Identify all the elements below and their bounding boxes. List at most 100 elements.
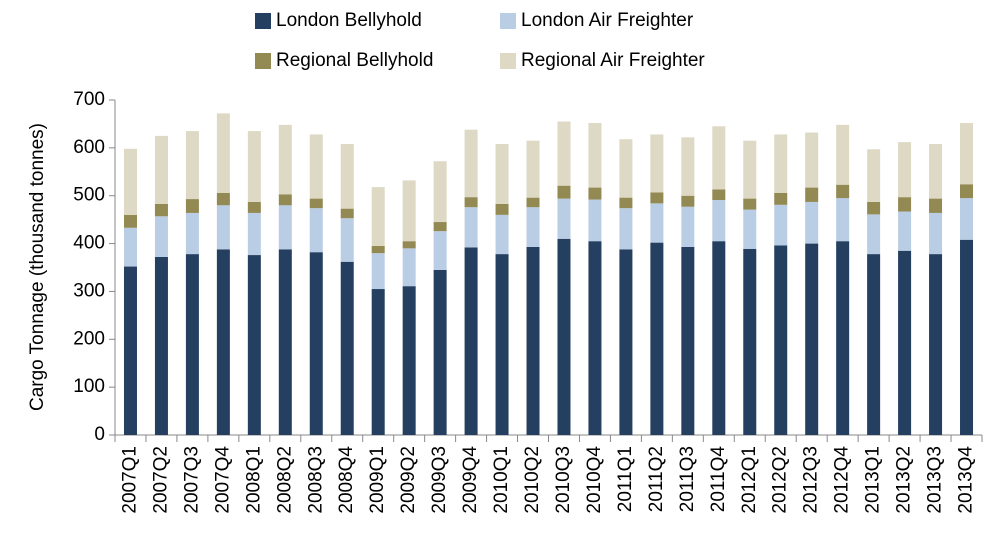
x-tick-label: 2012Q4 xyxy=(832,446,853,514)
x-tick-label: 2011Q1 xyxy=(615,446,636,512)
bar-segment xyxy=(619,197,633,209)
legend-swatch xyxy=(500,13,516,29)
legend-label: London Bellyhold xyxy=(276,10,422,31)
bar-segment xyxy=(588,241,602,435)
bar-segment xyxy=(557,198,571,239)
y-axis-label: Cargo Tonnage (thousand tonnes) xyxy=(27,123,48,411)
bar-segment xyxy=(340,218,354,262)
bar-segment xyxy=(278,124,292,195)
bar-segment xyxy=(588,122,602,188)
bar-segment xyxy=(216,205,230,250)
bar-segment xyxy=(464,129,478,198)
bar-segment xyxy=(619,208,633,250)
bar-segment xyxy=(371,245,385,254)
x-tick-label: 2013Q1 xyxy=(863,446,884,514)
bar-segment xyxy=(123,148,137,215)
x-tick-label: 2008Q2 xyxy=(274,446,295,514)
bar-segment xyxy=(123,227,137,267)
y-tick-label: 200 xyxy=(73,328,105,349)
y-tick-label: 0 xyxy=(94,424,105,445)
bar-segment xyxy=(340,261,354,435)
bar-segment xyxy=(898,211,912,251)
x-tick-label: 2008Q4 xyxy=(336,446,357,514)
bar-segment xyxy=(495,203,509,215)
bar-segment xyxy=(929,144,943,199)
x-tick-label: 2011Q3 xyxy=(677,446,698,512)
bar-segment xyxy=(867,201,881,215)
bar-segment xyxy=(898,250,912,435)
x-tick-label: 2009Q1 xyxy=(367,446,388,514)
bar-segment xyxy=(278,249,292,435)
bar-segment xyxy=(433,269,447,435)
bar-segment xyxy=(185,254,199,435)
x-tick-label: 2008Q3 xyxy=(305,446,326,514)
x-tick-label: 2013Q3 xyxy=(925,446,946,514)
legend-label: Regional Air Freighter xyxy=(521,50,705,71)
bar-segment xyxy=(309,208,323,253)
x-tick-label: 2007Q1 xyxy=(119,446,140,514)
bar-segment xyxy=(526,246,540,435)
bar-segment xyxy=(557,121,571,186)
bar-segment xyxy=(960,239,974,435)
bar-segment xyxy=(619,249,633,435)
bar-segment xyxy=(309,198,323,209)
x-tick-label: 2007Q2 xyxy=(150,446,171,514)
bar-segment xyxy=(774,204,788,246)
bar-segment xyxy=(216,113,230,193)
legend-label: London Air Freighter xyxy=(521,10,694,31)
bar-segment xyxy=(216,192,230,206)
x-tick-label: 2010Q1 xyxy=(491,446,512,514)
bar-segment xyxy=(712,189,726,201)
bar-segment xyxy=(774,134,788,193)
bar-segment xyxy=(805,243,819,435)
bar-segment xyxy=(185,131,199,200)
bar-segment xyxy=(402,241,416,249)
bar-segment xyxy=(433,231,447,270)
bar-segment xyxy=(588,199,602,242)
bar-segment xyxy=(743,198,757,210)
bar-segment xyxy=(619,139,633,198)
x-tick-label: 2009Q4 xyxy=(460,446,481,514)
legend-label: Regional Bellyhold xyxy=(276,50,433,71)
y-tick-label: 100 xyxy=(73,376,105,397)
bar-segment xyxy=(743,209,757,249)
legend-swatch xyxy=(255,13,271,29)
bar-segment xyxy=(495,214,509,255)
y-tick-label: 400 xyxy=(73,233,105,254)
legend-swatch xyxy=(255,53,271,69)
x-tick-label: 2009Q3 xyxy=(429,446,450,514)
bar-segment xyxy=(557,185,571,199)
x-tick-label: 2010Q3 xyxy=(553,446,574,514)
bar-segment xyxy=(278,194,292,206)
y-tick-label: 300 xyxy=(73,280,105,301)
bar-segment xyxy=(960,122,974,185)
bar-segment xyxy=(247,255,261,435)
bar-segment xyxy=(495,254,509,435)
bar-segment xyxy=(123,266,137,435)
bar-segment xyxy=(526,197,540,208)
bar-segment xyxy=(309,252,323,435)
bar-segment xyxy=(247,201,261,213)
bar-segment xyxy=(681,246,695,435)
bar-segment xyxy=(433,222,447,232)
bar-segment xyxy=(464,207,478,248)
bar-segment xyxy=(154,135,168,204)
bar-segment xyxy=(154,203,168,217)
bar-segment xyxy=(340,144,354,209)
bar-segment xyxy=(836,184,850,199)
bar-segment xyxy=(774,245,788,435)
bar-segment xyxy=(402,248,416,287)
bar-segment xyxy=(650,192,664,204)
y-tick-label: 600 xyxy=(73,137,105,158)
x-tick-label: 2010Q4 xyxy=(584,446,605,514)
x-tick-label: 2012Q1 xyxy=(739,446,760,514)
x-tick-label: 2007Q3 xyxy=(181,446,202,514)
legend-swatch xyxy=(500,53,516,69)
bar-segment xyxy=(805,187,819,202)
bar-segment xyxy=(340,208,354,219)
bar-segment xyxy=(929,198,943,213)
bar-segment xyxy=(526,207,540,247)
bar-segment xyxy=(278,205,292,250)
bar-segment xyxy=(774,192,788,205)
